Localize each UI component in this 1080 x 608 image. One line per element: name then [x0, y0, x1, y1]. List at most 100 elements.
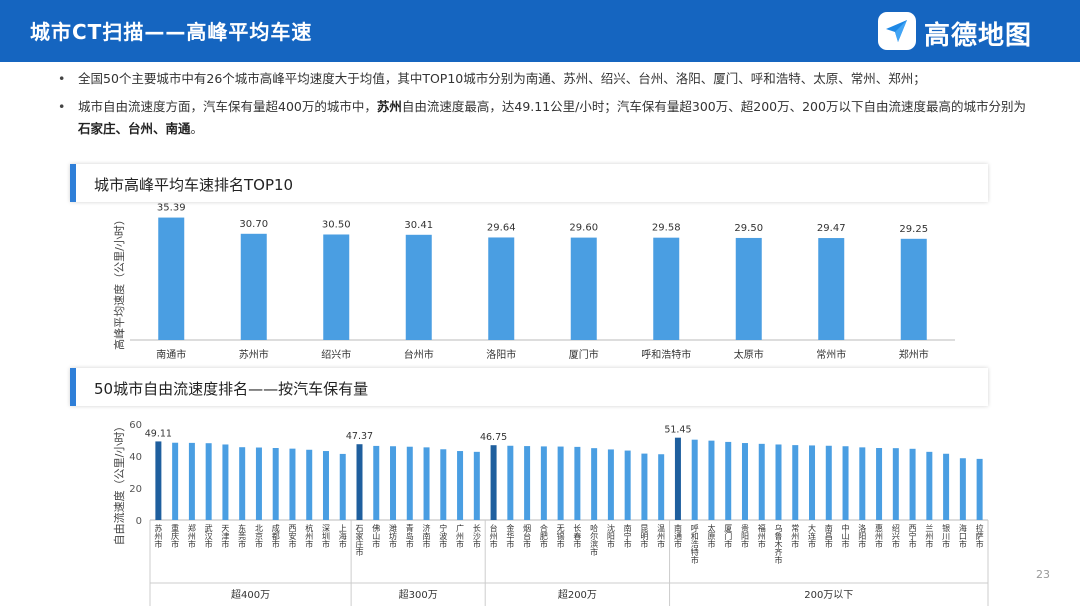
- page-title: 城市CT扫描——高峰平均车速: [30, 20, 313, 44]
- x-tick-label: 中山市: [841, 523, 850, 549]
- bar: [524, 446, 531, 520]
- bar: [507, 445, 514, 520]
- bar: [306, 449, 313, 520]
- section-top10-header: 城市高峰平均车速排名TOP10: [70, 164, 988, 202]
- x-tick-label: 石家庄市: [355, 524, 364, 557]
- x-tick-label: 南宁市: [623, 523, 632, 549]
- x-tick-label: 东莞市: [238, 523, 247, 549]
- bar: [653, 237, 680, 340]
- data-label: 29.58: [652, 223, 681, 234]
- x-tick-label: 福州市: [757, 524, 766, 549]
- x-tick-label: 重庆市: [171, 523, 180, 549]
- data-label: 51.45: [664, 425, 691, 436]
- bar: [926, 451, 933, 520]
- data-label: 30.50: [322, 219, 351, 230]
- x-tick-label: 南通市: [673, 523, 682, 549]
- bar: [624, 450, 631, 520]
- bar: [758, 443, 765, 520]
- bar: [272, 448, 279, 520]
- bar: [540, 446, 547, 520]
- x-tick-label: 乌鲁木齐市: [774, 523, 783, 565]
- x-tick-label: 郑州市: [187, 523, 196, 549]
- x-tick-label: 天津市: [221, 524, 230, 549]
- bullet-2-text-b: 自由流速度最高，达49.11公里/小时；汽车保有量超300万、超200万、200…: [401, 99, 1026, 114]
- bar: [240, 233, 267, 340]
- bar: [339, 453, 346, 520]
- amap-logo: 高德地图: [878, 12, 1048, 52]
- x-tick-label: 长春市: [573, 523, 582, 549]
- bar: [818, 238, 845, 340]
- x-tick-label: 绍兴市: [891, 523, 900, 549]
- x-tick-label: 台州市: [489, 523, 498, 549]
- bar: [641, 453, 648, 520]
- bar: [158, 217, 185, 340]
- x-tick-label: 太原市: [707, 523, 716, 549]
- bullet-2-bold-2: 石家庄、台州、南通: [78, 121, 191, 136]
- x-tick-label: 温州市: [657, 524, 666, 549]
- x-tick-label: 潍坊市: [389, 523, 398, 549]
- data-label: 29.50: [734, 223, 763, 234]
- bar: [557, 446, 564, 520]
- bar: [792, 445, 799, 520]
- bar: [842, 446, 849, 520]
- bar: [725, 441, 732, 520]
- x-tick-label: 无锡市: [556, 524, 565, 549]
- x-tick-label: 深圳市: [321, 524, 330, 549]
- group-label: 200万以下: [804, 590, 853, 601]
- bullet-1: 全国50个主要城市中有26个城市高峰平均速度大于均值，其中TOP10城市分别为南…: [58, 68, 1038, 90]
- x-tick-label: 洛阳市: [486, 348, 516, 361]
- x-tick-label: 昆明市: [640, 524, 649, 549]
- group-label: 超300万: [399, 588, 438, 601]
- section-accent-bar: [70, 368, 76, 406]
- x-tick-label: 海口市: [958, 523, 967, 549]
- y-tick-label: 60: [129, 420, 142, 431]
- bar: [909, 448, 916, 520]
- data-label: 47.37: [346, 431, 373, 442]
- x-tick-label: 宁波市: [439, 523, 448, 549]
- bullet-2-bold-1: 苏州: [376, 99, 402, 114]
- bar: [405, 234, 432, 340]
- x-tick-label: 佛山市: [372, 523, 381, 549]
- data-label: 29.60: [569, 223, 598, 234]
- x-tick-label: 西宁市: [908, 524, 917, 549]
- x-tick-label: 呼和浩特市: [690, 523, 699, 565]
- navigation-arrow-icon: [878, 12, 916, 50]
- bullet-2: 城市自由流速度方面，汽车保有量超400万的城市中，苏州自由流速度最高，达49.1…: [58, 96, 1038, 140]
- bar: [322, 451, 329, 520]
- bullet-1-text: 全国50个主要城市中有26个城市高峰平均速度大于均值，其中TOP10城市分别为南…: [78, 71, 926, 86]
- x-tick-label: 长沙市: [472, 523, 481, 549]
- bar: [943, 453, 950, 520]
- x-tick-label: 太原市: [734, 348, 764, 361]
- bar: [205, 443, 212, 520]
- bar: [255, 447, 262, 520]
- bar: [490, 445, 497, 520]
- bar: [574, 446, 581, 520]
- x-tick-label: 银川市: [942, 523, 951, 549]
- bar: [591, 448, 598, 520]
- x-tick-label: 南昌市: [824, 523, 833, 549]
- x-tick-label: 苏州市: [154, 523, 163, 549]
- x-tick-label: 青岛市: [405, 523, 414, 549]
- section-accent-bar: [70, 164, 76, 202]
- bar: [188, 442, 195, 520]
- x-tick-label: 苏州市: [239, 348, 269, 361]
- data-label: 29.25: [899, 224, 928, 235]
- y-tick-label: 0: [136, 516, 142, 527]
- bullet-2-text-a: 城市自由流速度方面，汽车保有量超400万的城市中，: [78, 99, 377, 114]
- group-label: 超200万: [558, 588, 597, 601]
- bar: [406, 446, 413, 520]
- data-label: 46.75: [480, 432, 507, 443]
- x-tick-label: 西安市: [288, 524, 297, 549]
- bar: [959, 458, 966, 520]
- bullet-2-text-c: 。: [190, 121, 204, 136]
- data-label: 49.11: [145, 428, 172, 439]
- bar: [373, 445, 380, 520]
- x-tick-label: 合肥市: [539, 523, 548, 549]
- bar: [691, 439, 698, 520]
- bar: [172, 442, 179, 520]
- bar: [488, 237, 515, 340]
- data-label: 30.70: [239, 219, 268, 230]
- bar: [900, 238, 927, 340]
- bar: [222, 444, 229, 520]
- bar: [607, 449, 614, 520]
